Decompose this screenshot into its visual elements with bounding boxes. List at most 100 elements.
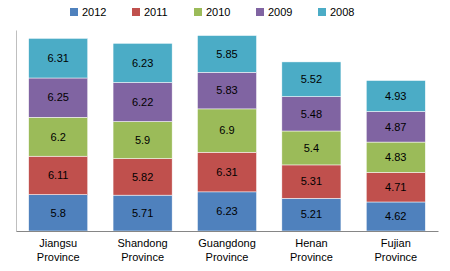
chart: 5.8 5.71 6.23 5.21 4.62 6.11 5.82 6.31 5.31 4.71 6… [0, 0, 450, 271]
plot: 5.8 5.71 6.23 5.21 4.62 6.11 5.82 6.31 5.31 4.71 6… [17, 31, 439, 263]
x-tick: GuangdongProvince [198, 231, 256, 263]
data-label: 5.85 [216, 48, 237, 60]
legend-label: 2012 [82, 6, 106, 18]
bar-segment [29, 117, 88, 156]
legend-item: 2012 [70, 6, 106, 18]
data-label: 4.71 [385, 181, 406, 193]
legend-label: 2008 [330, 6, 354, 18]
bar-segment [113, 122, 172, 159]
x-tick: Henan Province [290, 231, 333, 263]
x-tick-label: Shandong Province [118, 237, 168, 263]
bar-segment [113, 195, 172, 231]
data-label: 5.71 [132, 207, 153, 219]
bars [29, 36, 426, 231]
bar-segment [29, 195, 88, 231]
x-tick-label: Jiangsu Province [37, 237, 80, 263]
bar-segment [282, 165, 341, 198]
data-label: 5.4 [304, 142, 319, 154]
bar-segment [282, 62, 341, 97]
bar-segment [197, 72, 256, 109]
series-labels: 5.8 5.71 6.23 5.21 4.62 [51, 205, 407, 222]
legend-item: 2011 [132, 6, 168, 18]
bar-segment [282, 198, 341, 231]
series-bars [29, 72, 426, 142]
data-label: 6.31 [47, 52, 68, 64]
label-line: Fujian [381, 237, 411, 249]
bar-segment [29, 38, 88, 78]
bar-segment [197, 152, 256, 192]
bar-segment [29, 156, 88, 194]
data-label: 4.93 [385, 90, 406, 102]
data-label: 4.87 [385, 121, 406, 133]
legend-swatch [256, 8, 264, 16]
data-label: 4.83 [385, 151, 406, 163]
legend-label: 2010 [206, 6, 230, 18]
series-bars [29, 152, 426, 202]
data-label: 6.23 [216, 205, 237, 217]
data-label: 6.9 [219, 124, 234, 136]
data-label: 6.23 [132, 57, 153, 69]
data-label: 5.9 [135, 134, 150, 146]
bar-segment [197, 36, 256, 73]
legend-swatch [194, 8, 202, 16]
series-bars [29, 109, 426, 173]
legend-swatch [318, 8, 326, 16]
bar-segment [197, 192, 256, 231]
data-label: 5.52 [301, 73, 322, 85]
bar-segment [113, 82, 172, 121]
label-line: Province [290, 251, 333, 263]
series-labels: 6.2 5.9 6.9 5.4 4.83 [51, 124, 407, 163]
legend: 2012 2011 2010 2009 2008 [70, 6, 354, 18]
bar-segment [29, 78, 88, 117]
x-tick-label: GuangdongProvince [198, 237, 256, 263]
legend-label: 2011 [144, 6, 168, 18]
x-tick-label: Fujian Province [374, 237, 417, 263]
bar-segment [366, 172, 425, 202]
label-line: Province [37, 251, 80, 263]
data-label: 5.82 [132, 171, 153, 183]
series-labels: 6.115.826.315.314.71 [48, 166, 407, 193]
bar-segment [282, 97, 341, 131]
legend-swatch [70, 8, 78, 16]
bar-segment [282, 131, 341, 165]
data-label: 5.48 [301, 108, 322, 120]
label-line: Province [121, 251, 164, 263]
bar-segment [197, 109, 256, 152]
label-line: Shandong [118, 237, 168, 249]
data-label: 6.11 [48, 169, 69, 181]
x-tick-label: Henan Province [290, 237, 333, 263]
data-label: 4.62 [385, 210, 406, 222]
data-label: 5.31 [301, 175, 322, 187]
legend-item: 2010 [194, 6, 230, 18]
data-label: 6.22 [132, 96, 153, 108]
x-axis: JiangsuProvinceShandongProvinceGuangdong… [17, 231, 439, 263]
x-tick: Jiangsu Province [37, 231, 80, 263]
label-line: Province [206, 251, 249, 263]
legend-swatch [132, 8, 140, 16]
y-axis [16, 31, 17, 232]
data-label: 5.8 [51, 207, 66, 219]
bar-segment [113, 159, 172, 196]
series-bars [29, 36, 426, 112]
data-label: 6.2 [51, 131, 66, 143]
legend-label: 2009 [268, 6, 292, 18]
legend-item: 2008 [318, 6, 354, 18]
series-bars [29, 192, 426, 231]
data-label: 6.25 [47, 91, 68, 103]
label-line: Henan [295, 237, 327, 249]
bar-segment [366, 202, 425, 231]
series-labels: 6.31 6.23 5.85 5.52 4.93 [47, 48, 406, 102]
legend-item: 2009 [256, 6, 292, 18]
bar-segment [366, 142, 425, 172]
x-tick: Fujian Province [374, 231, 417, 263]
x-axis-line [17, 231, 439, 232]
x-tick: Shandong Province [118, 231, 168, 263]
data-label: 5.21 [301, 208, 322, 220]
bar-segment [366, 111, 425, 142]
series-labels: 6.256.225.835.484.87 [47, 84, 406, 132]
data-labels: 5.8 5.71 6.23 5.21 4.62 6.11 5.82 6.31 5.31 4.71 6… [47, 48, 406, 223]
label-line: Jiangsu [39, 237, 77, 249]
y-axis-line [16, 31, 17, 232]
label-line: Province [374, 251, 417, 263]
bar-segment [366, 81, 425, 112]
